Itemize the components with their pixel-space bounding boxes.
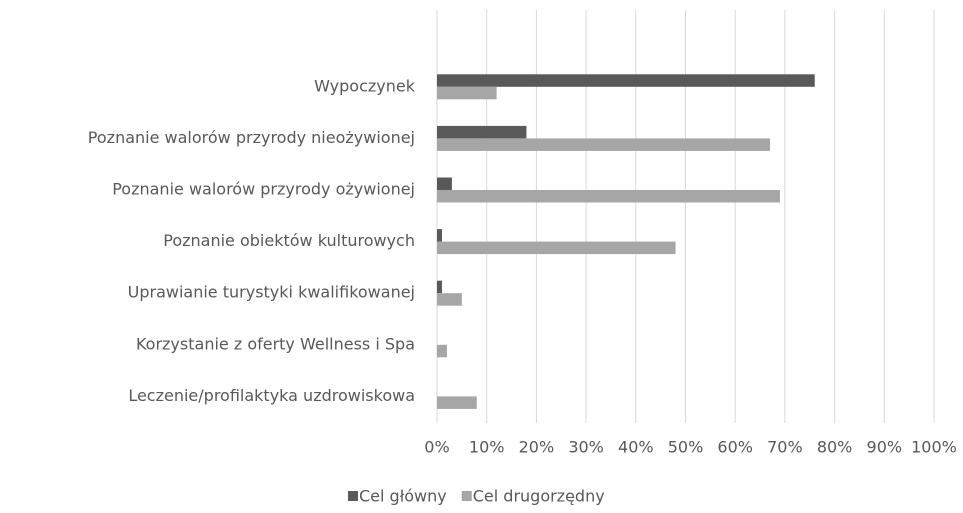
x-tick-label: 70% [767, 438, 803, 457]
bar [437, 229, 442, 242]
x-tick-label: 60% [717, 438, 753, 457]
bar [437, 138, 770, 151]
bar [437, 86, 497, 100]
bar [437, 177, 452, 190]
bar [437, 190, 780, 203]
y-tick-label: Uprawianie turystyki kwalifikowanej [128, 283, 415, 302]
y-tick-label: Poznanie walorów przyrody ożywionej [112, 180, 415, 199]
x-tick-label: 20% [519, 438, 555, 457]
legend-swatch [461, 491, 472, 501]
x-tick-label: 30% [568, 438, 604, 457]
y-tick-label: Wypoczynek [314, 76, 416, 95]
x-tick-label: 40% [618, 438, 654, 457]
y-tick-label: Poznanie walorów przyrody nieożywionej [88, 128, 415, 147]
x-tick-label: 10% [469, 438, 505, 457]
bar [437, 241, 676, 255]
x-tick-label: 90% [867, 438, 903, 457]
bar [437, 74, 815, 87]
bar [437, 396, 477, 409]
x-tick-label: 0% [424, 438, 449, 457]
legend-label: Cel drugorzędny [473, 487, 605, 506]
y-tick-label: Korzystanie z oferty Wellness i Spa [136, 334, 415, 353]
x-tick-label: 50% [668, 438, 704, 457]
legend-label: Cel główny [359, 487, 447, 506]
y-tick-label: Poznanie obiektów kulturowych [163, 231, 415, 250]
legend-swatch [348, 491, 358, 501]
bar [437, 293, 462, 306]
x-tick-label: 100% [911, 438, 957, 457]
x-tick-label: 80% [817, 438, 853, 457]
bar [437, 280, 442, 294]
bar [437, 125, 527, 139]
y-tick-label: Leczenie/profilaktyka uzdrowiskowa [128, 386, 415, 405]
bar [437, 344, 447, 358]
